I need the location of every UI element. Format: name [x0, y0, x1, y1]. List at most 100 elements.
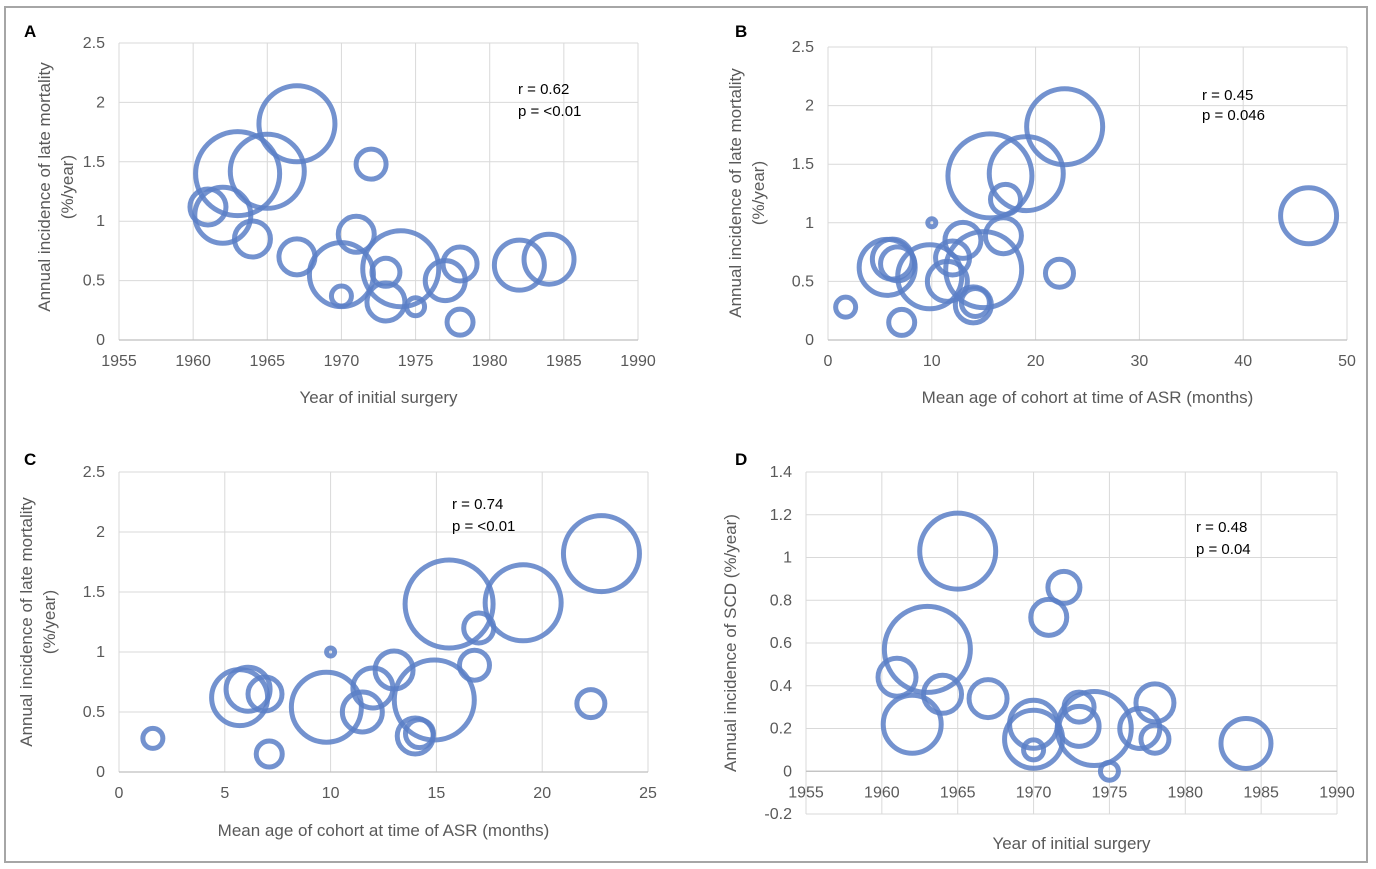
y-axis-label: (%/year): [58, 155, 77, 219]
y-tick-label: 1.5: [792, 156, 814, 173]
data-bubble: [193, 129, 283, 219]
data-bubble: [364, 280, 408, 324]
x-axis-label: Mean age of cohort at time of ASR (month…: [218, 821, 550, 840]
data-bubble: [945, 131, 1035, 221]
data-bubble: [917, 510, 999, 592]
correlation-r: r = 0.62: [518, 81, 569, 98]
data-bubble: [521, 231, 577, 287]
data-bubble: [227, 131, 307, 211]
y-tick-label: 0.5: [83, 273, 105, 290]
data-bubble: [360, 228, 442, 310]
y-tick-label: 2.5: [83, 35, 105, 52]
data-bubble: [324, 645, 338, 659]
y-tick-label: 2: [805, 98, 814, 115]
data-bubble: [339, 689, 385, 735]
x-tick-label: 10: [322, 785, 340, 802]
x-tick-label: 1970: [324, 353, 360, 370]
y-tick-label: 0: [96, 764, 105, 781]
y-tick-label: 1.2: [770, 507, 792, 524]
data-bubble: [1056, 703, 1102, 749]
y-tick-label: 0.8: [770, 592, 792, 609]
x-tick-label: 1960: [175, 353, 211, 370]
x-tick-label: 50: [1338, 353, 1356, 370]
p-value: p = <0.01: [452, 518, 515, 535]
panel-b-label: B: [735, 22, 748, 41]
data-bubble: [942, 219, 984, 261]
data-bubble: [482, 562, 564, 644]
y-tick-label: 1.4: [770, 464, 792, 481]
correlation-r: r = 0.74: [452, 496, 503, 513]
data-bubble: [353, 146, 389, 182]
data-bubble: [456, 647, 492, 683]
data-bubble: [560, 513, 642, 595]
panel-d: D -0.2 0 0.2 0.4 0.6 0.8 1 1.2 1.4 1955 1960 1965 19…: [693, 442, 1368, 862]
x-tick-label: 1985: [1243, 784, 1279, 801]
panel-c-label: C: [24, 450, 37, 469]
data-bubble: [391, 657, 477, 743]
y-tick-label: 1: [96, 213, 105, 230]
x-tick-label: 0: [824, 353, 833, 370]
y-tick-label: 0: [783, 763, 792, 780]
panel-d-chart: -0.2 0 0.2 0.4 0.6 0.8 1 1.2 1.4 1955 1960 1965 1970…: [721, 464, 1355, 853]
data-bubble: [966, 677, 1010, 721]
y-tick-label: 2.5: [83, 464, 105, 481]
x-tick-label: 20: [533, 785, 551, 802]
x-tick-label: 1965: [249, 353, 285, 370]
y-tick-label: 2: [96, 94, 105, 111]
panel-a-label: A: [24, 22, 37, 41]
y-tick-label: 0: [805, 332, 814, 349]
data-bubble: [1024, 86, 1106, 168]
y-tick-label: 2.5: [792, 39, 814, 56]
x-tick-label: 1970: [1016, 784, 1052, 801]
x-tick-label: 1980: [1167, 784, 1203, 801]
p-value: p = 0.046: [1202, 107, 1265, 124]
y-tick-label: 1.5: [83, 584, 105, 601]
y-tick-label: 0.2: [770, 721, 792, 738]
y-tick-label: 1: [783, 550, 792, 567]
x-tick-label: 20: [1027, 353, 1045, 370]
y-tick-label: -0.2: [764, 806, 792, 823]
correlation-r: r = 0.48: [1196, 519, 1247, 536]
x-axis-label: Mean age of cohort at time of ASR (month…: [922, 388, 1254, 407]
data-bubble: [223, 664, 273, 714]
data-bubble: [402, 717, 436, 751]
data-bubble: [943, 229, 1025, 311]
p-value: p = 0.04: [1196, 541, 1251, 558]
y-tick-label: 2: [96, 524, 105, 541]
p-value: p = <0.01: [518, 103, 581, 120]
x-tick-label: 1980: [472, 353, 508, 370]
data-bubble: [245, 674, 285, 714]
panel-c-chart: 0 0.5 1 1.5 2 2.5 0 5 10 15 20 25 Mean age of cohort…: [17, 464, 657, 840]
data-bubble: [491, 237, 547, 293]
data-bubble: [1045, 568, 1083, 606]
x-axis-label: Year of initial surgery: [992, 834, 1151, 853]
x-tick-label: 1965: [940, 784, 976, 801]
x-tick-label: 1960: [864, 784, 900, 801]
y-tick-label: 1: [805, 215, 814, 232]
x-tick-label: 25: [639, 785, 657, 802]
x-tick-label: 0: [115, 785, 124, 802]
data-bubble: [881, 603, 973, 695]
y-axis-label: Annual incidence of SCD (%/year): [721, 514, 740, 772]
panel-c: C 0 0.5 1 1.5 2 2.5 0 5 10 15 20 25 Mean age of coho…: [10, 442, 690, 862]
data-bubble: [328, 283, 354, 309]
x-tick-label: 1955: [788, 784, 824, 801]
data-bubble: [404, 295, 428, 319]
data-bubble: [875, 655, 919, 699]
y-tick-label: 0.6: [770, 635, 792, 652]
y-tick-label: 0.5: [792, 273, 814, 290]
data-bubble: [1054, 689, 1134, 768]
data-bubble: [921, 672, 965, 716]
panel-b: B 0 0.5 1 1.5 2 2.5 0 10 20 30 40 50 Mean age of coh…: [693, 16, 1368, 436]
data-bubble: [444, 306, 476, 338]
y-tick-label: 0.5: [83, 704, 105, 721]
data-bubble: [1028, 596, 1070, 638]
x-tick-label: 30: [1131, 353, 1149, 370]
data-bubble: [1097, 759, 1121, 783]
data-bubble: [140, 725, 166, 751]
data-bubble: [886, 306, 918, 338]
x-tick-label: 10: [923, 353, 941, 370]
x-axis-label: Year of initial surgery: [299, 388, 458, 407]
y-axis-label: Annual incidence of late mortality: [17, 497, 36, 747]
